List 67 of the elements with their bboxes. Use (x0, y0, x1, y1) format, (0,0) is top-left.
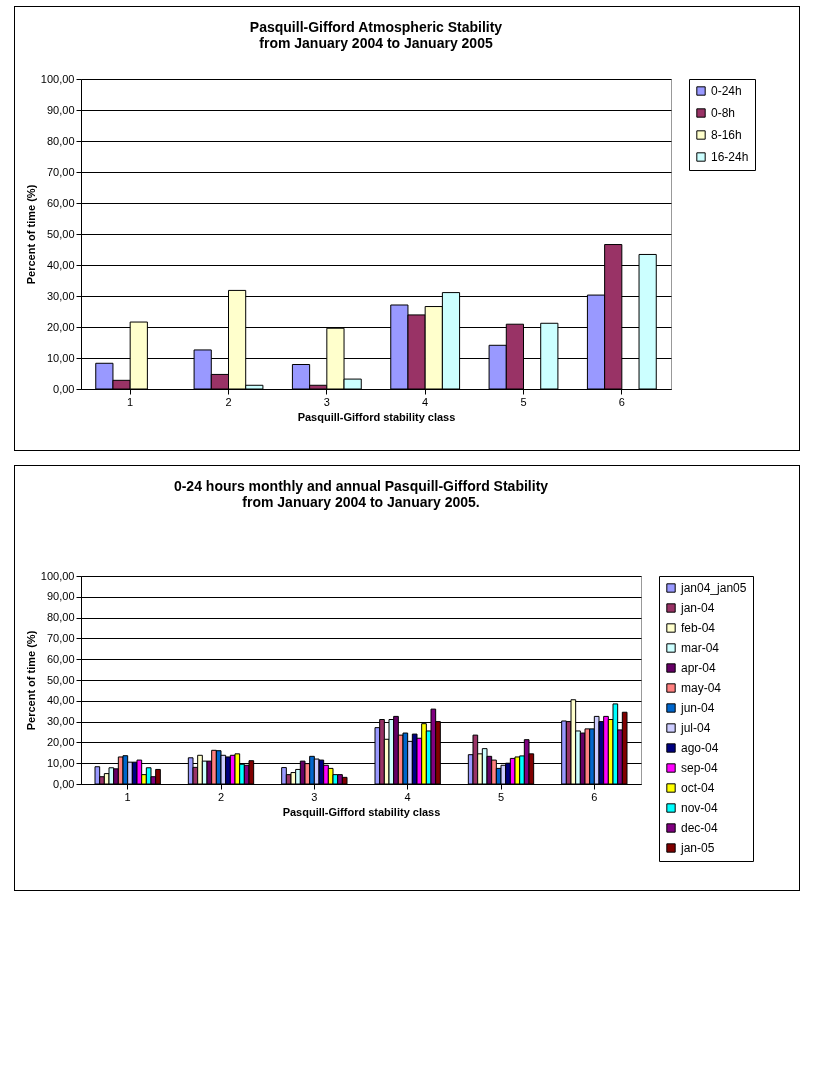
x-tick-label: 6 (591, 790, 598, 803)
x-tick-label: 3 (323, 395, 330, 408)
x-tick-label: 5 (520, 395, 527, 408)
legend-label: sep-04 (681, 761, 719, 775)
y-tick-label: 60,00 (46, 196, 75, 209)
x-tick-label: 1 (124, 790, 131, 803)
x-tick-label: 1 (127, 395, 134, 408)
y-tick-label: 100,00 (40, 72, 75, 85)
bar (108, 767, 115, 785)
x-tick-label: 5 (497, 790, 505, 803)
y-tick-label: 20,00 (46, 735, 75, 748)
y-tick-label: 70,00 (46, 631, 75, 644)
bar (122, 755, 129, 785)
text: from January 2004 to January 2005 (259, 35, 493, 51)
y-tick-label: 10,00 (46, 351, 75, 364)
legend-label: 16-24h (711, 150, 749, 164)
y-axis-title: Percent of time (%) (24, 630, 37, 731)
x-tick-label: 6 (618, 395, 625, 408)
text: 0-24 hours monthly and annual Pasquill-Gifford Stability (173, 478, 549, 494)
x-axis-title: Pasquill-Gifford stability class (282, 805, 441, 818)
y-tick-label: 40,00 (46, 258, 75, 271)
legend-label: feb-04 (681, 621, 716, 635)
legend-label: jan-05 (680, 841, 715, 855)
y-tick-label: 10,00 (46, 756, 75, 769)
bar (290, 772, 297, 785)
y-tick-label: 0,00 (53, 777, 75, 790)
y-tick-label: 30,00 (46, 289, 75, 302)
y-tick-label: 60,00 (46, 652, 75, 665)
legend-label: dec-04 (681, 821, 719, 835)
legend-label: oct-04 (681, 781, 715, 795)
y-tick-label: 80,00 (46, 611, 75, 624)
y-tick-label: 90,00 (46, 590, 75, 603)
text: Pasquill-Gifford Atmospheric Stability (249, 19, 503, 35)
y-tick-label: 0,00 (53, 382, 75, 395)
legend-label: may-04 (681, 681, 722, 695)
y-axis-title: Percent of time (%) (24, 184, 37, 285)
y-tick-label: 50,00 (46, 227, 75, 240)
y-tick-label: 20,00 (46, 320, 75, 333)
text: from January 2004 to January 2005. (242, 494, 480, 510)
legend-label: nov-04 (681, 801, 719, 815)
legend-label: ago-04 (681, 741, 719, 755)
legend-label: jan-04 (680, 601, 715, 615)
x-tick-label: 4 (404, 790, 411, 803)
y-tick-label: 100,00 (40, 569, 75, 582)
legend-label: apr-04 (681, 661, 717, 675)
bar (145, 767, 152, 785)
y-tick-label: 30,00 (46, 715, 75, 728)
y-tick-label: 80,00 (46, 134, 75, 147)
x-tick-label: 2 (225, 395, 232, 408)
legend-label: 0-24h (711, 84, 742, 98)
x-tick-label: 3 (311, 790, 318, 803)
legend-label: jul-04 (680, 721, 711, 735)
legend-label: jun-04 (680, 701, 715, 715)
legend-label: jan04_jan05 (680, 581, 747, 595)
legend-label: 8-16h (711, 128, 742, 142)
x-tick-label: 4 (422, 395, 429, 408)
legend-label: mar-04 (681, 641, 720, 655)
y-tick-label: 50,00 (46, 673, 75, 686)
y-tick-label: 40,00 (46, 694, 75, 707)
bar (514, 756, 521, 785)
legend-label: 0-8h (711, 106, 736, 120)
bar (584, 728, 591, 785)
x-axis-title: Pasquill-Gifford stability class (297, 410, 456, 423)
y-tick-label: 70,00 (46, 165, 75, 178)
bar (402, 732, 409, 785)
x-tick-label: 2 (217, 790, 225, 803)
y-tick-label: 90,00 (46, 103, 75, 116)
